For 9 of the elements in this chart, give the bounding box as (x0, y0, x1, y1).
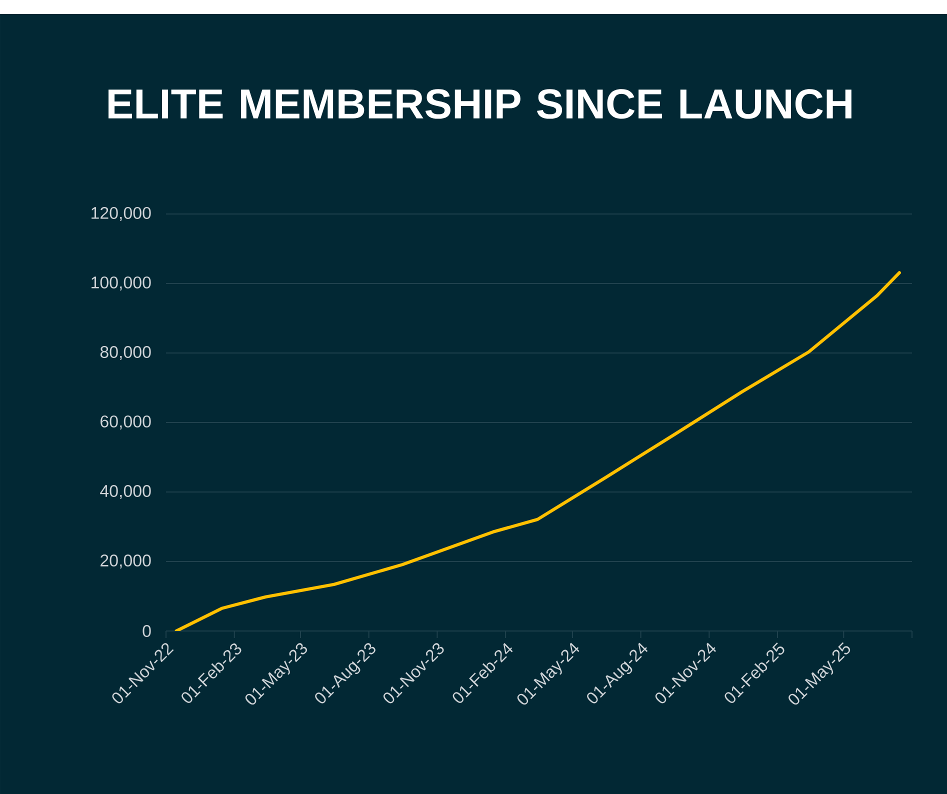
y-tick-label: 80,000 (100, 346, 151, 360)
y-tick-label: 120,000 (92, 206, 151, 221)
line-series (174, 271, 901, 631)
y-tick-label: 0 (142, 624, 151, 637)
y-tick-label: 20,000 (100, 554, 151, 568)
y-tick-label: 60,000 (100, 415, 151, 430)
y-tick-label: 100,000 (92, 276, 151, 290)
y-tick-label: 40,000 (100, 484, 151, 499)
chart-title: ELITE MEMBERSHIP SINCE LAUNCH (108, 89, 852, 119)
